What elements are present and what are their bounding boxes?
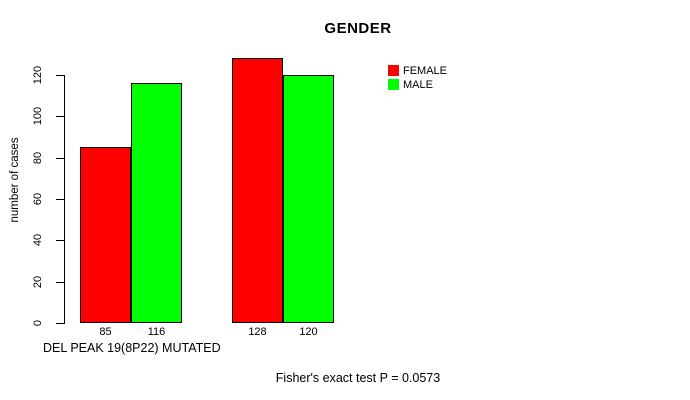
y-tick-0 xyxy=(56,323,64,324)
y-tick-label-80: 80 xyxy=(32,151,44,165)
fisher-test-note: Fisher's exact test P = 0.0573 xyxy=(275,371,441,385)
y-axis-title: number of cases xyxy=(9,137,21,223)
y-tick-label-20: 20 xyxy=(32,275,44,289)
y-tick-120 xyxy=(56,75,64,76)
bar-value-label-female-group2: 128 xyxy=(248,326,267,338)
bar-female-group2 xyxy=(232,58,283,323)
legend-label-male: MALE xyxy=(403,78,433,91)
y-tick-40 xyxy=(56,240,64,241)
bar-value-label-female-group1: 85 xyxy=(99,326,112,338)
male-swatch-icon xyxy=(388,79,399,90)
bar-value-label-male-group1: 116 xyxy=(147,326,166,338)
bar-male-group1 xyxy=(131,83,182,323)
legend: FEMALE MALE xyxy=(388,64,447,92)
y-tick-80 xyxy=(56,158,64,159)
y-tick-label-0: 0 xyxy=(32,319,44,327)
y-tick-label-40: 40 xyxy=(32,233,44,247)
x-axis-annotation: DEL PEAK 19(8P22) MUTATED xyxy=(43,341,221,355)
y-tick-60 xyxy=(56,199,64,200)
legend-label-female: FEMALE xyxy=(403,64,448,77)
y-tick-label-100: 100 xyxy=(32,106,44,126)
y-tick-label-120: 120 xyxy=(32,65,44,85)
female-swatch-icon xyxy=(388,65,399,76)
y-tick-label-60: 60 xyxy=(32,192,44,206)
legend-row-female: FEMALE xyxy=(388,64,447,77)
y-tick-20 xyxy=(56,282,64,283)
bar-female-group1 xyxy=(80,147,131,323)
bar-value-label-male-group2: 120 xyxy=(299,326,318,338)
y-axis-line xyxy=(64,75,65,324)
bar-male-group2 xyxy=(283,75,334,323)
legend-row-male: MALE xyxy=(388,78,447,91)
y-tick-100 xyxy=(56,116,64,117)
chart-title: GENDER xyxy=(324,20,392,37)
